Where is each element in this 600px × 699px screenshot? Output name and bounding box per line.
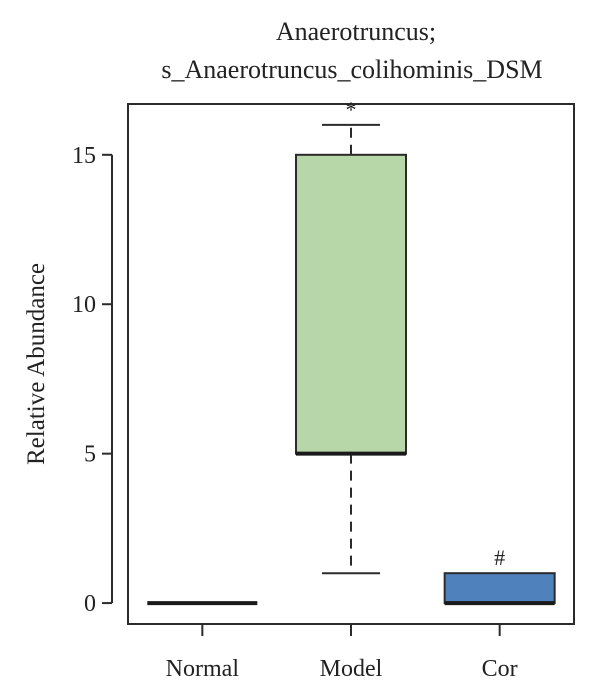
y-axis-label: Relative Abundance — [23, 263, 50, 465]
x-tick-label: Cor — [482, 656, 518, 682]
box-body — [443, 572, 556, 605]
box-model: * — [295, 97, 407, 575]
significance-annotation: # — [494, 545, 505, 570]
y-tick-label: 5 — [84, 442, 96, 468]
x-axis: Normal Model Cor — [166, 623, 518, 682]
x-tick-label: Normal — [166, 656, 240, 682]
y-tick-label: 15 — [72, 143, 96, 169]
box-cor: # — [443, 545, 556, 606]
chart-title-line-1: Anaerotruncus; — [276, 17, 436, 46]
chart-title-line-2: s_Anaerotruncus_colihominis_DSM — [161, 55, 542, 84]
box-plots: *# — [147, 97, 556, 606]
y-tick-label: 0 — [84, 591, 96, 617]
y-axis: 0 5 10 15 — [72, 143, 113, 617]
x-tick-label: Model — [320, 656, 383, 682]
y-tick-label: 10 — [72, 292, 96, 318]
significance-annotation: * — [346, 97, 357, 122]
box-body — [295, 153, 407, 455]
